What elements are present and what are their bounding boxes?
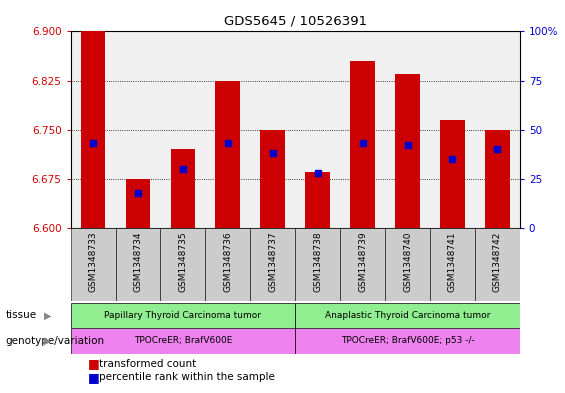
Bar bbox=[160, 228, 206, 301]
Bar bbox=[81, 31, 106, 228]
Bar bbox=[215, 81, 240, 228]
Title: GDS5645 / 10526391: GDS5645 / 10526391 bbox=[224, 15, 367, 28]
Bar bbox=[385, 228, 430, 301]
Bar bbox=[116, 228, 160, 301]
Bar bbox=[305, 172, 330, 228]
Bar bbox=[295, 303, 520, 328]
Text: tissue: tissue bbox=[6, 310, 37, 320]
Bar bbox=[350, 61, 375, 228]
Bar bbox=[71, 328, 295, 354]
Text: GSM1348739: GSM1348739 bbox=[358, 231, 367, 292]
Bar bbox=[125, 179, 150, 228]
Bar bbox=[295, 328, 520, 354]
Bar bbox=[485, 130, 510, 228]
Bar bbox=[295, 228, 340, 301]
Text: GSM1348735: GSM1348735 bbox=[179, 231, 188, 292]
Bar bbox=[440, 120, 465, 228]
Bar bbox=[340, 228, 385, 301]
Bar bbox=[430, 228, 475, 301]
Text: Papillary Thyroid Carcinoma tumor: Papillary Thyroid Carcinoma tumor bbox=[105, 311, 262, 320]
Text: percentile rank within the sample: percentile rank within the sample bbox=[99, 372, 275, 382]
Text: ▶: ▶ bbox=[44, 336, 52, 346]
Text: transformed count: transformed count bbox=[99, 358, 196, 369]
Text: ■: ■ bbox=[88, 371, 99, 384]
Text: GSM1348736: GSM1348736 bbox=[223, 231, 232, 292]
Text: Anaplastic Thyroid Carcinoma tumor: Anaplastic Thyroid Carcinoma tumor bbox=[325, 311, 490, 320]
Text: ▶: ▶ bbox=[44, 310, 52, 320]
Bar bbox=[395, 74, 420, 228]
Text: GSM1348742: GSM1348742 bbox=[493, 231, 502, 292]
Text: TPOCreER; BrafV600E: TPOCreER; BrafV600E bbox=[134, 336, 232, 345]
Text: GSM1348740: GSM1348740 bbox=[403, 231, 412, 292]
Text: GSM1348737: GSM1348737 bbox=[268, 231, 277, 292]
Text: TPOCreER; BrafV600E; p53 -/-: TPOCreER; BrafV600E; p53 -/- bbox=[341, 336, 475, 345]
Bar bbox=[71, 303, 295, 328]
Bar bbox=[475, 228, 520, 301]
Text: GSM1348741: GSM1348741 bbox=[448, 231, 457, 292]
Bar bbox=[71, 228, 116, 301]
Text: GSM1348733: GSM1348733 bbox=[89, 231, 98, 292]
Bar bbox=[250, 228, 295, 301]
Text: genotype/variation: genotype/variation bbox=[6, 336, 105, 346]
Text: ■: ■ bbox=[88, 357, 99, 370]
Bar bbox=[260, 130, 285, 228]
Bar bbox=[206, 228, 250, 301]
Text: GSM1348734: GSM1348734 bbox=[133, 231, 142, 292]
Text: GSM1348738: GSM1348738 bbox=[313, 231, 322, 292]
Bar bbox=[171, 149, 195, 228]
